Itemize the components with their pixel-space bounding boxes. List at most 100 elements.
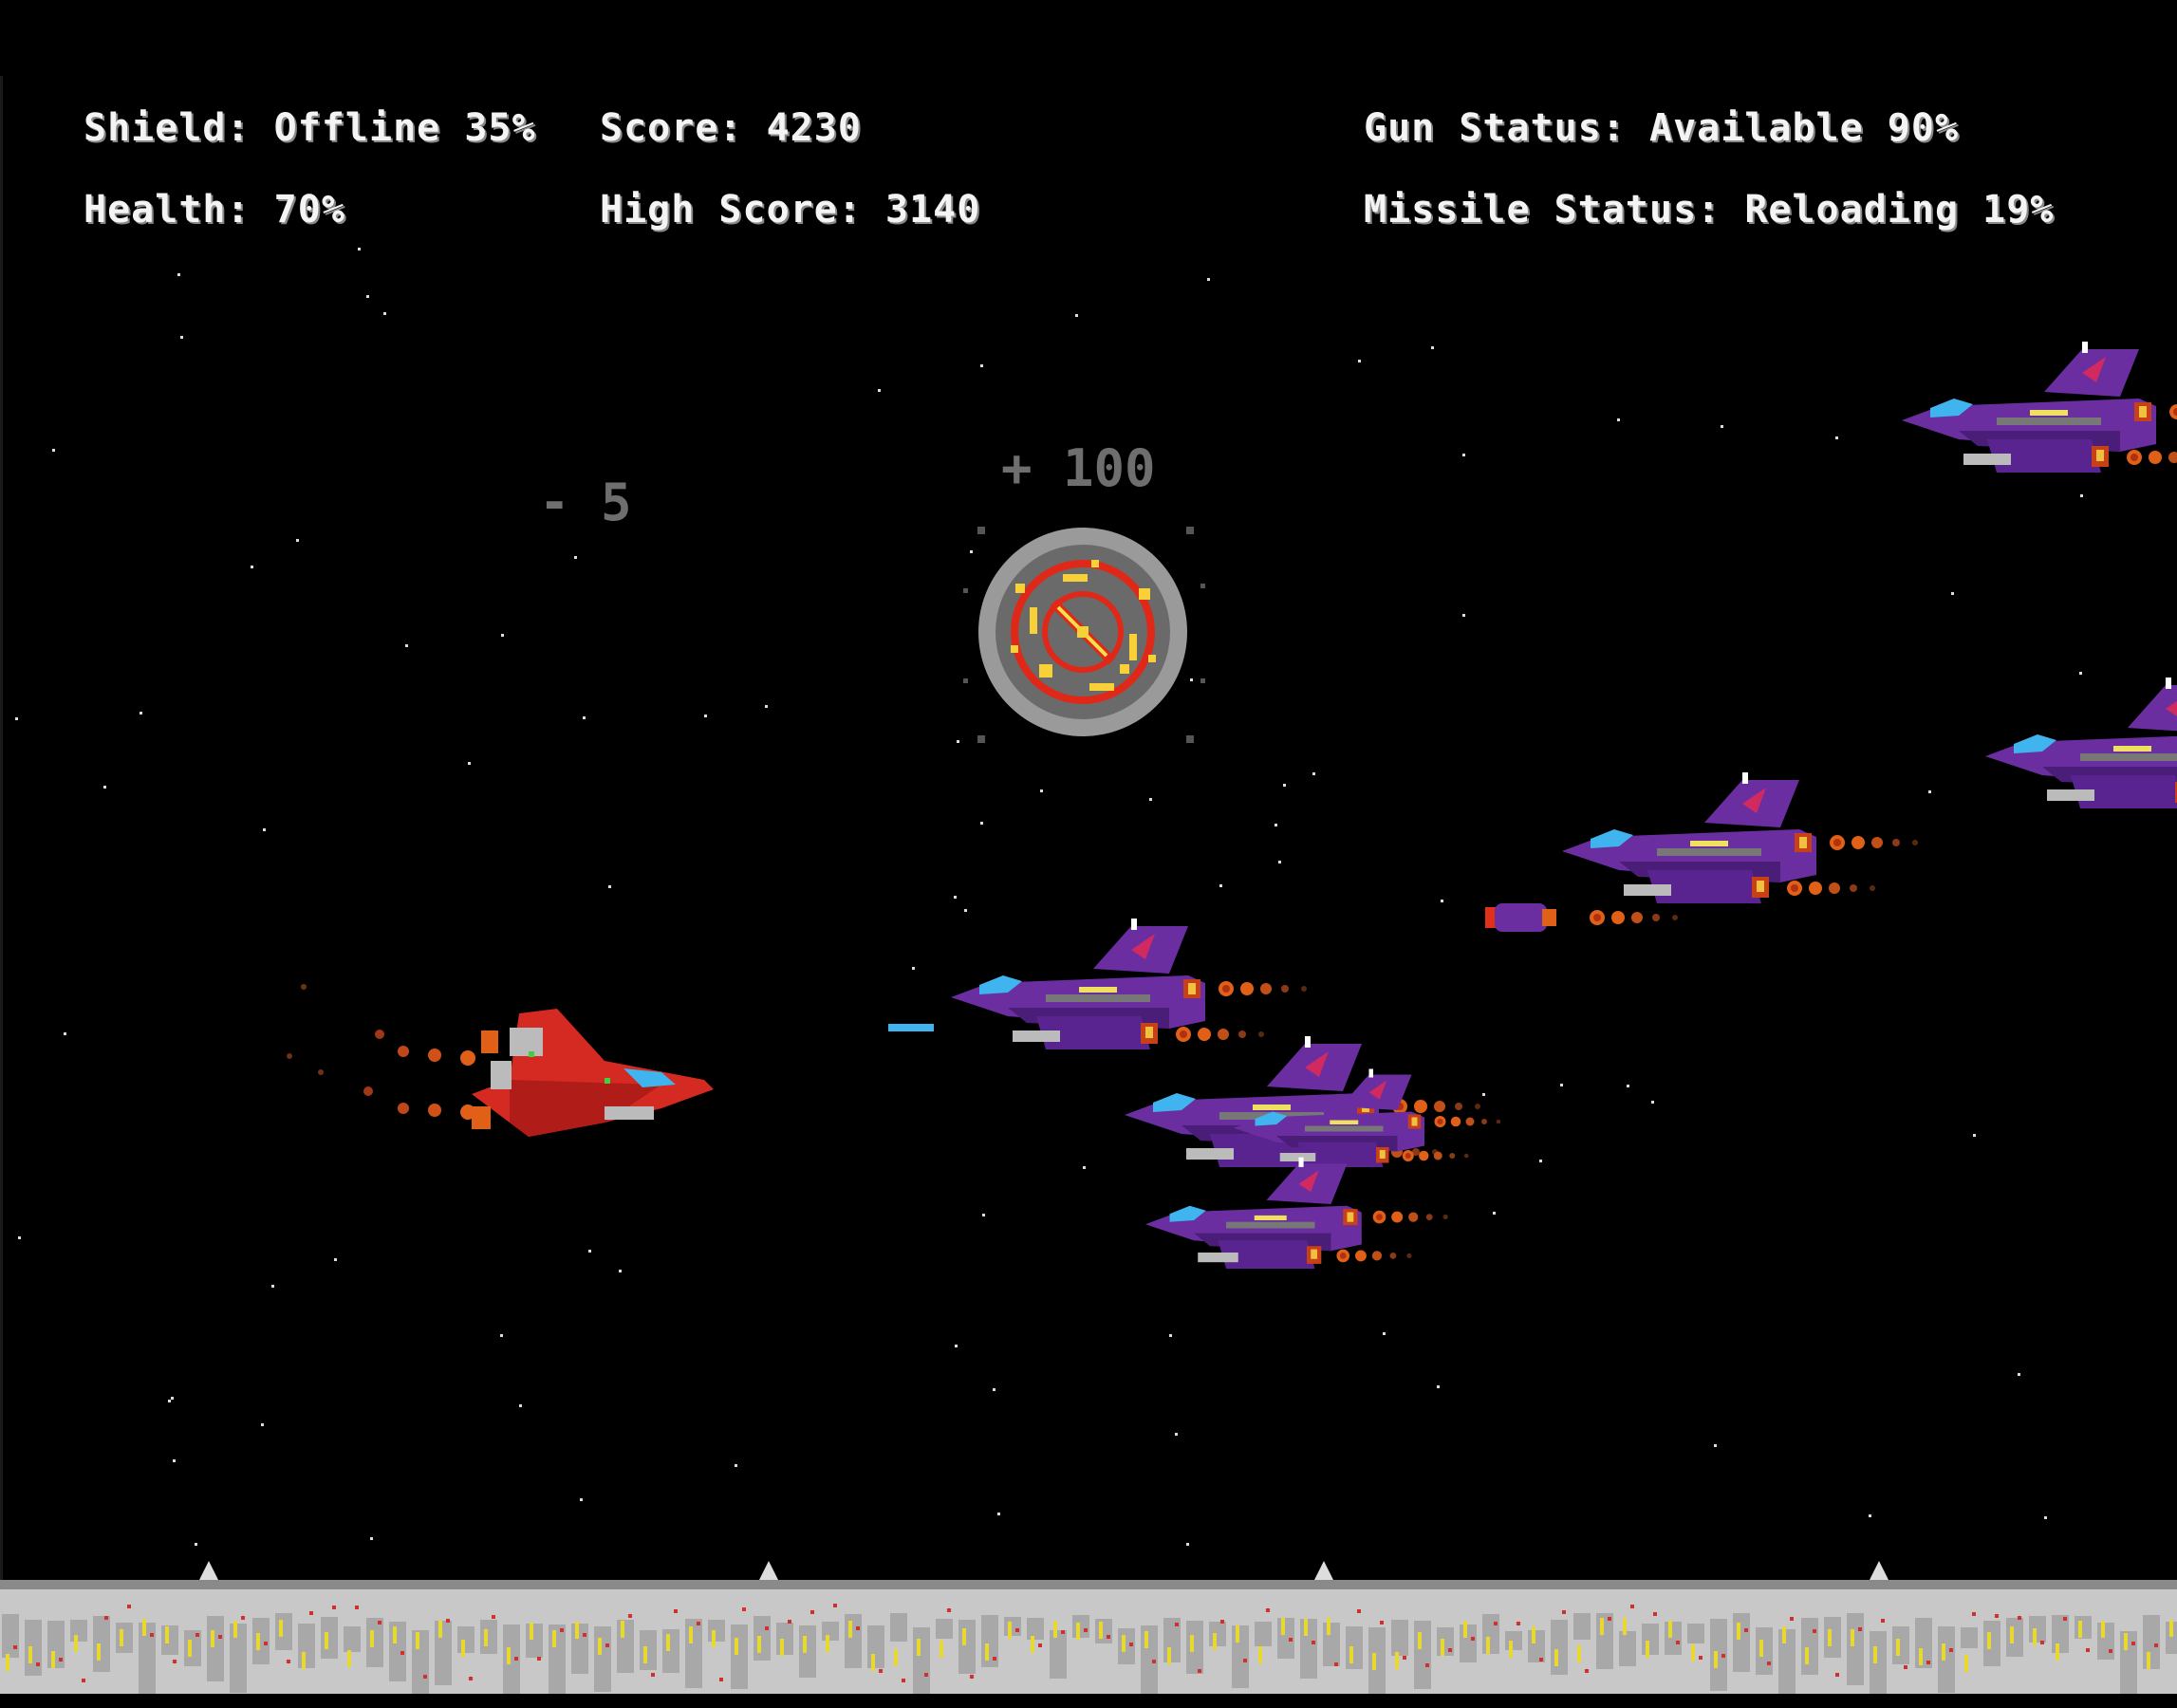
star — [1869, 1514, 1871, 1517]
star — [2080, 494, 2083, 497]
city-block — [412, 1630, 429, 1699]
star — [964, 909, 967, 912]
star — [1358, 360, 1361, 362]
star — [1714, 1444, 1717, 1447]
city-block — [480, 1615, 497, 1654]
star — [583, 716, 586, 719]
city-block — [708, 1620, 725, 1681]
star — [180, 336, 183, 339]
city-block — [1505, 1622, 1522, 1658]
city-block — [1528, 1626, 1545, 1662]
city-block — [1209, 1620, 1226, 1650]
star — [1617, 418, 1620, 421]
city-block — [2075, 1616, 2092, 1652]
city-block — [230, 1616, 247, 1693]
city-block — [275, 1613, 292, 1663]
player-ship — [472, 1009, 714, 1137]
star — [1219, 884, 1222, 887]
star — [1186, 1543, 1189, 1546]
city-block — [184, 1630, 201, 1666]
city-block — [2029, 1616, 2046, 1645]
city-block — [344, 1606, 361, 1667]
city-block — [1778, 1617, 1796, 1703]
city-block — [457, 1626, 474, 1680]
star — [1539, 1160, 1542, 1162]
city-block — [1733, 1613, 1750, 1672]
enemy-ship — [1145, 1157, 1448, 1269]
city-block — [1255, 1608, 1272, 1663]
player-thruster-trail — [287, 984, 475, 1120]
star — [2079, 672, 2082, 675]
star — [1462, 614, 1465, 617]
city-block — [1870, 1619, 1887, 1697]
city-block — [1573, 1613, 1591, 1673]
star — [103, 786, 106, 789]
star — [1207, 278, 1210, 281]
star — [993, 1388, 995, 1391]
star — [982, 1214, 985, 1216]
enemy-ship — [1562, 772, 1918, 903]
city-block — [2052, 1615, 2069, 1661]
star — [1951, 592, 1954, 595]
score: Score: 4230 — [600, 106, 862, 150]
city-block — [1665, 1621, 1682, 1655]
city-block — [47, 1621, 65, 1668]
star — [1721, 425, 1723, 428]
star — [970, 550, 973, 553]
city-block — [958, 1620, 976, 1679]
star — [370, 1537, 373, 1540]
city-block — [890, 1613, 907, 1682]
star — [1283, 784, 1286, 787]
city-block — [161, 1625, 178, 1663]
star — [912, 967, 915, 970]
star — [1190, 678, 1193, 681]
city-block — [1095, 1619, 1112, 1643]
city-block — [1824, 1617, 1841, 1677]
star — [1482, 1093, 1485, 1096]
city-block — [799, 1610, 816, 1678]
star — [366, 295, 369, 298]
star — [195, 1543, 197, 1546]
city-block — [1414, 1621, 1431, 1689]
shield-status: Shield: Offline 35% — [84, 106, 536, 150]
city-block — [1277, 1618, 1294, 1659]
score-popup: + 100 — [1001, 438, 1156, 498]
city-block — [2120, 1631, 2137, 1698]
city-block — [1619, 1605, 1636, 1666]
city-block — [1027, 1618, 1044, 1653]
star — [1437, 1385, 1440, 1388]
star — [501, 634, 504, 637]
star — [1560, 1084, 1563, 1086]
star — [2044, 1516, 2047, 1519]
antenna-tower — [759, 1561, 778, 1580]
star — [18, 1236, 21, 1239]
damage-popup: - 5 — [539, 473, 632, 532]
city-block — [1915, 1618, 1932, 1668]
star — [251, 566, 253, 568]
star — [405, 644, 408, 647]
city-block — [1346, 1609, 1363, 1669]
star — [1075, 314, 1078, 317]
city-block — [298, 1611, 315, 1669]
star — [296, 539, 299, 542]
city-block — [116, 1605, 133, 1653]
city-block — [389, 1622, 406, 1681]
city-block — [1323, 1618, 1340, 1666]
city-block — [913, 1627, 930, 1694]
star — [957, 740, 959, 743]
antenna-tower — [199, 1561, 218, 1580]
city-block — [731, 1607, 748, 1689]
city-block — [640, 1630, 657, 1677]
city-block — [1118, 1628, 1135, 1664]
city-block — [2166, 1620, 2177, 1654]
star — [1175, 1433, 1178, 1436]
city-block — [571, 1622, 588, 1674]
star — [334, 1258, 337, 1261]
star — [2018, 1373, 2020, 1376]
city-block — [25, 1620, 42, 1676]
city-block — [1050, 1621, 1067, 1679]
city-block — [252, 1618, 270, 1664]
enemy-ship — [1985, 678, 2177, 808]
